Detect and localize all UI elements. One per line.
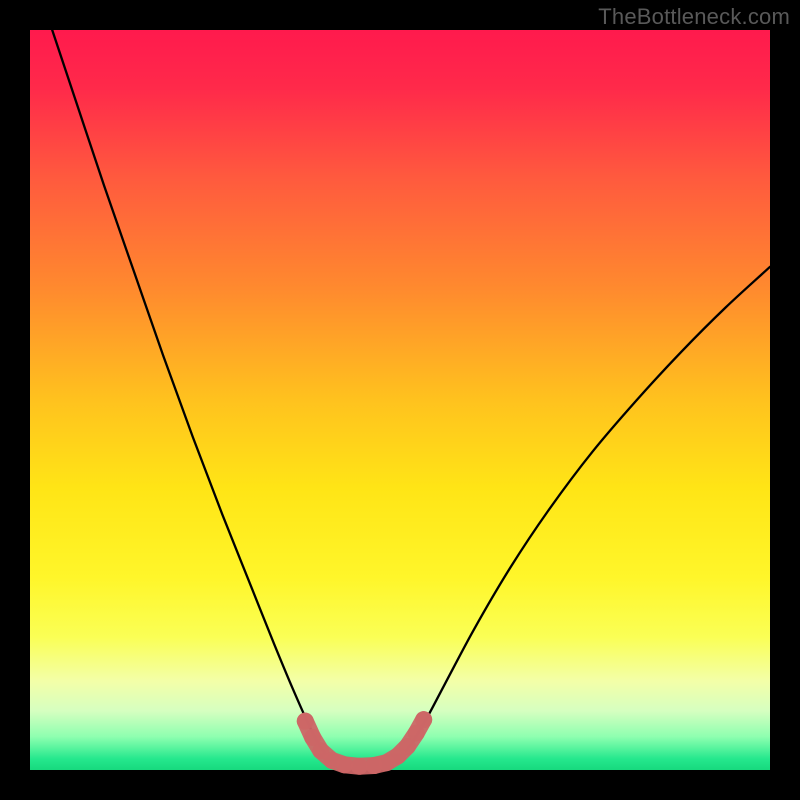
watermark-text: TheBottleneck.com (598, 4, 790, 30)
valley-overlay-endcap (297, 713, 314, 730)
chart-stage: TheBottleneck.com (0, 0, 800, 800)
chart-plot-layer (0, 0, 800, 800)
bottleneck-curve (52, 30, 770, 766)
valley-overlay-endcap (415, 711, 432, 728)
series-group (52, 30, 770, 766)
